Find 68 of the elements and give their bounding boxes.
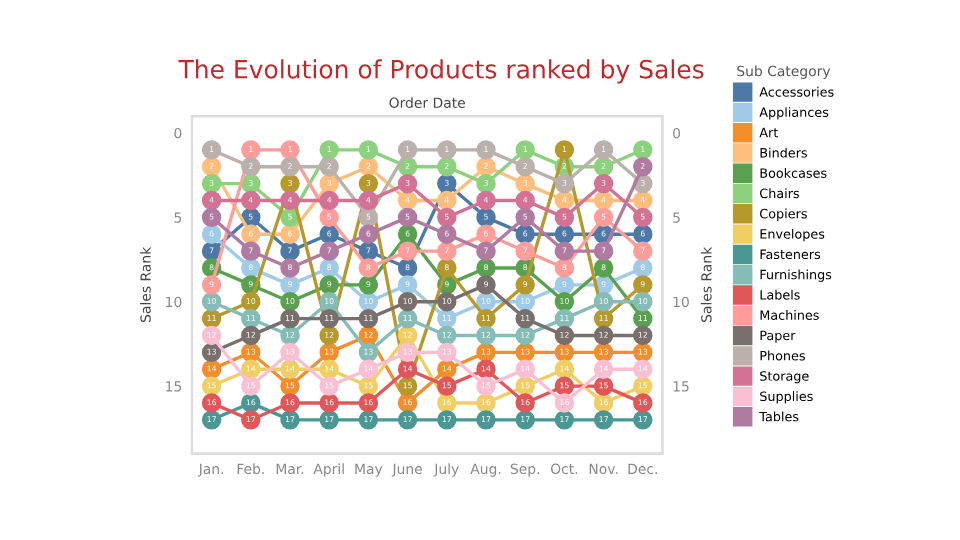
point bbox=[633, 140, 653, 160]
point bbox=[358, 140, 379, 160]
point bbox=[358, 275, 379, 295]
point bbox=[515, 275, 535, 295]
point bbox=[633, 275, 653, 295]
point bbox=[280, 258, 300, 278]
chart-title: The Evolution of Products ranked by Sales bbox=[178, 59, 704, 84]
point bbox=[201, 140, 222, 160]
point bbox=[358, 173, 379, 194]
point bbox=[201, 173, 222, 194]
point bbox=[280, 190, 300, 211]
point bbox=[437, 157, 457, 177]
point bbox=[633, 241, 653, 261]
point bbox=[476, 190, 496, 211]
point bbox=[515, 190, 535, 211]
point bbox=[476, 224, 496, 244]
point bbox=[201, 207, 222, 228]
point bbox=[476, 241, 496, 261]
point bbox=[476, 140, 496, 160]
point bbox=[554, 140, 575, 160]
point bbox=[593, 207, 614, 228]
point bbox=[397, 140, 418, 160]
point bbox=[280, 224, 300, 244]
point bbox=[358, 258, 379, 278]
point bbox=[515, 140, 535, 160]
point bbox=[241, 190, 261, 211]
point bbox=[515, 241, 535, 261]
point bbox=[358, 224, 379, 244]
point bbox=[554, 207, 575, 228]
point bbox=[319, 157, 339, 177]
point bbox=[437, 140, 457, 160]
point bbox=[241, 140, 261, 160]
point bbox=[280, 140, 300, 160]
point bbox=[593, 140, 614, 160]
point bbox=[515, 157, 535, 177]
point bbox=[319, 207, 339, 228]
point bbox=[201, 190, 222, 211]
point bbox=[241, 224, 261, 244]
point bbox=[241, 157, 261, 177]
point bbox=[476, 275, 496, 295]
point bbox=[437, 241, 457, 261]
point bbox=[437, 258, 457, 278]
point bbox=[319, 241, 339, 261]
point bbox=[319, 275, 339, 295]
point bbox=[201, 224, 222, 244]
point bbox=[280, 157, 300, 177]
point bbox=[201, 275, 222, 295]
point bbox=[397, 207, 418, 228]
point bbox=[476, 173, 496, 194]
point bbox=[554, 173, 575, 194]
point bbox=[515, 207, 535, 228]
point bbox=[633, 207, 653, 228]
point bbox=[593, 258, 614, 278]
point bbox=[554, 258, 575, 278]
point bbox=[633, 157, 653, 177]
point bbox=[437, 190, 457, 211]
point bbox=[593, 173, 614, 194]
point bbox=[397, 241, 418, 261]
point bbox=[554, 241, 575, 261]
point bbox=[437, 207, 457, 228]
point bbox=[241, 241, 261, 261]
point bbox=[593, 241, 614, 261]
point bbox=[358, 190, 379, 211]
point bbox=[397, 275, 418, 295]
point bbox=[319, 140, 339, 160]
point bbox=[397, 173, 418, 194]
point bbox=[319, 190, 339, 211]
point bbox=[437, 224, 457, 244]
